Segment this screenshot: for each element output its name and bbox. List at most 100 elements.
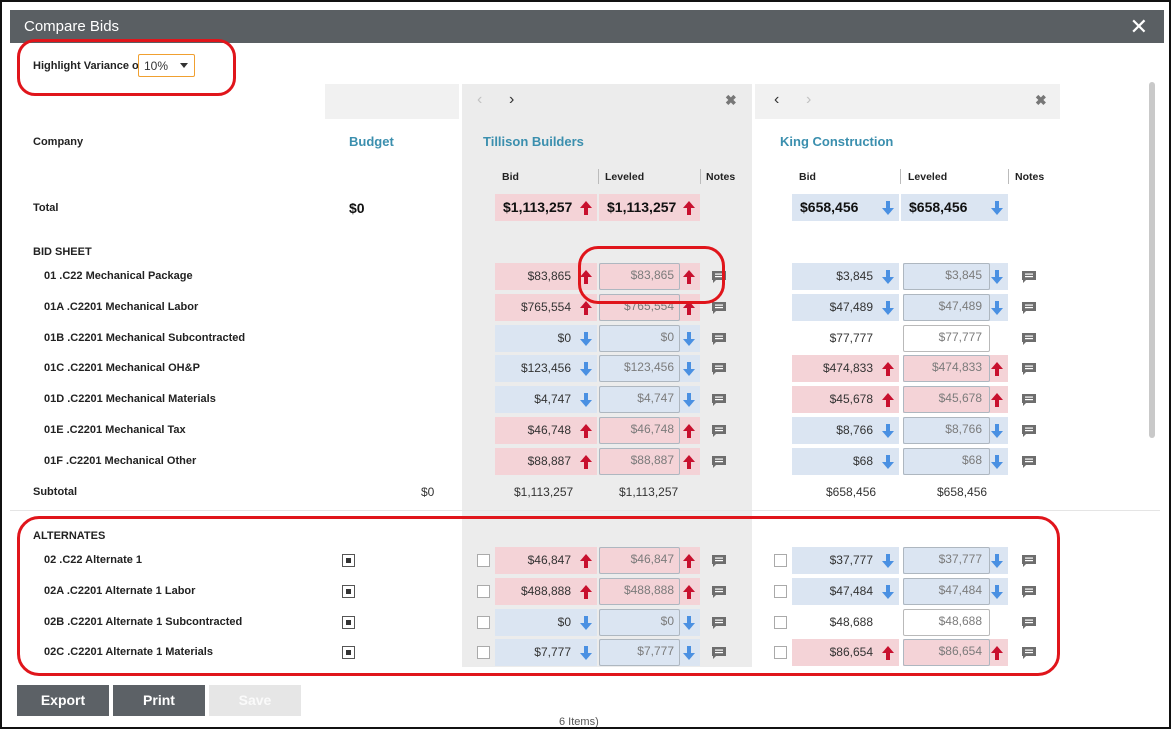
leveled-input-box[interactable] xyxy=(599,639,680,667)
modal-header: Compare Bids ✕ xyxy=(10,10,1164,43)
tillison-leveled-input[interactable]: $0 xyxy=(599,324,700,352)
leveled-input-box[interactable] xyxy=(903,577,990,605)
save-button[interactable]: Save xyxy=(209,685,301,716)
notes-icon[interactable] xyxy=(711,424,727,438)
leveled-input-box[interactable] xyxy=(599,355,680,383)
leveled-input-box[interactable] xyxy=(599,293,680,321)
king-include-checkbox[interactable] xyxy=(774,584,787,598)
notes-icon[interactable] xyxy=(1021,424,1037,438)
notes-icon[interactable] xyxy=(1021,393,1037,407)
leveled-input-box[interactable] xyxy=(599,447,680,475)
arrow-up-icon xyxy=(882,362,894,377)
tillison-leveled-input[interactable]: $88,887 xyxy=(599,447,700,475)
king-leveled-input[interactable]: $3,845 xyxy=(903,263,1008,290)
tillison-remove-icon[interactable]: ✖ xyxy=(725,92,737,108)
leveled-input-box[interactable] xyxy=(903,447,990,475)
tillison-include-checkbox[interactable] xyxy=(477,615,490,629)
arrow-down-icon xyxy=(991,554,1003,568)
king-leveled-input[interactable]: $47,484 xyxy=(903,577,1008,605)
leveled-input-box[interactable] xyxy=(599,577,680,605)
notes-icon[interactable] xyxy=(711,332,727,346)
notes-icon[interactable] xyxy=(1021,646,1037,660)
tillison-prev-icon[interactable]: ‹ xyxy=(477,91,483,108)
notes-icon[interactable] xyxy=(1021,362,1037,376)
tillison-next-icon[interactable]: › xyxy=(509,91,515,108)
leveled-input-box[interactable] xyxy=(903,263,990,290)
notes-icon[interactable] xyxy=(1021,455,1037,469)
leveled-input-box[interactable] xyxy=(903,293,990,321)
notes-icon[interactable] xyxy=(1021,301,1037,315)
tillison-leveled-value: $7,777 xyxy=(637,644,674,659)
bid_items-label: 01C .C2201 Mechanical OH&P xyxy=(44,362,200,375)
king-prev-icon[interactable]: ‹ xyxy=(774,91,780,108)
notes-icon[interactable] xyxy=(1021,554,1037,568)
tillison-leveled-input[interactable]: $83,865 xyxy=(599,263,700,290)
leveled-input-box[interactable] xyxy=(599,417,680,444)
notes-icon[interactable] xyxy=(1021,332,1037,346)
print-button[interactable]: Print xyxy=(113,685,205,716)
king-bid-value: $37,777 xyxy=(829,553,873,567)
tillison-leveled-input[interactable]: $0 xyxy=(599,608,700,636)
king-leveled-input[interactable]: $45,678 xyxy=(903,386,1008,414)
king-remove-icon[interactable]: ✖ xyxy=(1035,92,1047,108)
notes-icon[interactable] xyxy=(711,616,727,630)
close-icon[interactable]: ✕ xyxy=(1129,14,1148,39)
king-leveled-input[interactable]: $47,489 xyxy=(903,293,1008,321)
scrollbar[interactable] xyxy=(1149,82,1155,438)
bid_items-label: 01F .C2201 Mechanical Other xyxy=(44,454,197,467)
tillison-leveled-input[interactable]: $123,456 xyxy=(599,355,700,383)
leveled-input-box[interactable] xyxy=(903,547,990,574)
budget-include-checkbox[interactable] xyxy=(342,554,355,567)
tillison-bid-label: Bid xyxy=(502,171,519,183)
notes-icon[interactable] xyxy=(711,301,727,315)
king-leveled-input[interactable]: $474,833 xyxy=(903,355,1008,383)
leveled-input-box[interactable] xyxy=(599,547,680,574)
budget-include-checkbox[interactable] xyxy=(342,584,355,598)
notes-icon[interactable] xyxy=(711,362,727,376)
leveled-input-box[interactable] xyxy=(599,386,680,414)
leveled-input-box[interactable] xyxy=(599,263,680,290)
tillison-leveled-input[interactable]: $4,747 xyxy=(599,386,700,414)
variance-select[interactable]: 10% xyxy=(138,54,195,77)
leveled-input-box[interactable] xyxy=(903,324,990,352)
export-button[interactable]: Export xyxy=(17,685,109,716)
leveled-input-box[interactable] xyxy=(903,355,990,383)
tillison-leveled-input[interactable]: $7,777 xyxy=(599,639,700,667)
king-leveled-input[interactable]: $86,654 xyxy=(903,639,1008,667)
king-leveled-input[interactable]: $37,777 xyxy=(903,547,1008,574)
tillison-leveled-input[interactable]: $488,888 xyxy=(599,577,700,605)
king-next-icon[interactable]: › xyxy=(806,91,812,108)
notes-icon[interactable] xyxy=(1021,616,1037,630)
arrow-down-icon xyxy=(991,454,1003,469)
tillison-bid-cell: $765,554 xyxy=(495,293,597,321)
king-include-checkbox[interactable] xyxy=(774,646,787,660)
notes-icon[interactable] xyxy=(711,585,727,599)
tillison-leveled-input[interactable]: $46,847 xyxy=(599,547,700,574)
tillison-include-checkbox[interactable] xyxy=(477,554,490,567)
king-leveled-input[interactable]: $77,777 xyxy=(903,324,1008,352)
leveled-input-box[interactable] xyxy=(903,608,990,636)
notes-icon[interactable] xyxy=(711,455,727,469)
king-leveled-input[interactable]: $68 xyxy=(903,447,1008,475)
notes-icon[interactable] xyxy=(711,646,727,660)
notes-icon[interactable] xyxy=(1021,270,1037,284)
king-leveled-input[interactable]: $48,688 xyxy=(903,608,1008,636)
tillison-leveled-input[interactable]: $46,748 xyxy=(599,417,700,444)
notes-icon[interactable] xyxy=(1021,585,1037,599)
tillison-bid-cell: $0 xyxy=(495,324,597,352)
tillison-include-checkbox[interactable] xyxy=(477,584,490,598)
budget-include-checkbox[interactable] xyxy=(342,646,355,660)
notes-icon[interactable] xyxy=(711,554,727,568)
leveled-input-box[interactable] xyxy=(903,417,990,444)
king-leveled-input[interactable]: $8,766 xyxy=(903,417,1008,444)
king-bid-value: $77,777 xyxy=(829,330,873,345)
leveled-input-box[interactable] xyxy=(903,386,990,414)
leveled-input-box[interactable] xyxy=(599,324,680,352)
budget-include-checkbox[interactable] xyxy=(342,615,355,629)
king-include-checkbox[interactable] xyxy=(774,615,787,629)
notes-icon[interactable] xyxy=(711,393,727,407)
king-include-checkbox[interactable] xyxy=(774,554,787,567)
leveled-input-box[interactable] xyxy=(903,639,990,667)
tillison-include-checkbox[interactable] xyxy=(477,646,490,660)
leveled-input-box[interactable] xyxy=(599,608,680,636)
